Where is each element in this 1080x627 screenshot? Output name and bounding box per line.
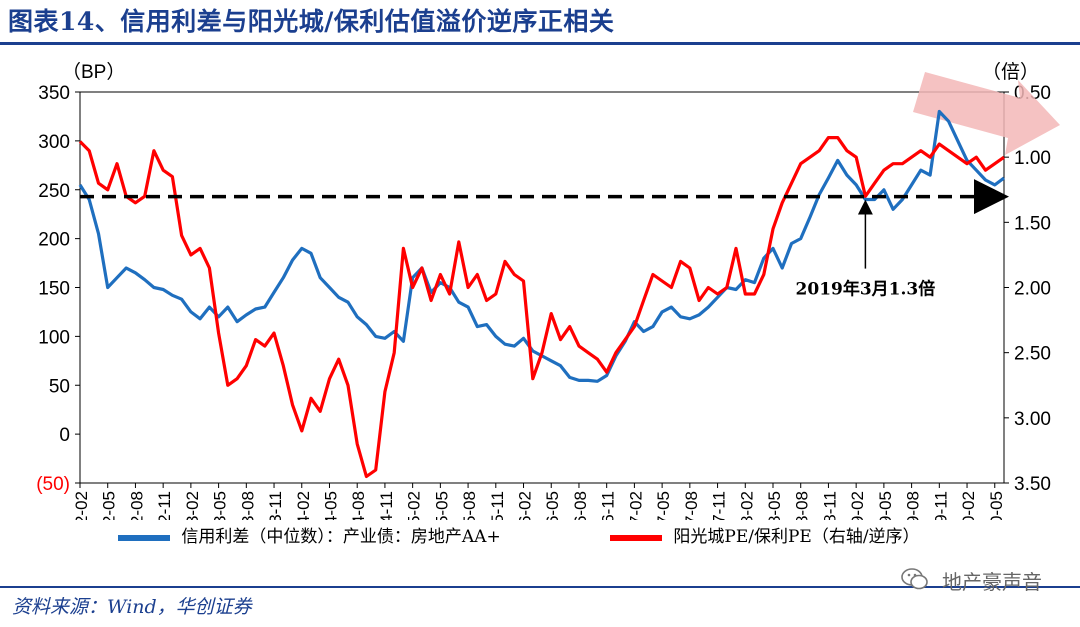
x-tick-label: 15-05: [432, 491, 451, 520]
x-tick-label: 12-05: [100, 491, 119, 520]
x-tick-label: 12-11: [155, 491, 174, 520]
legend-red-swatch: [610, 534, 662, 541]
x-tick-label: 16-08: [571, 491, 590, 520]
right-tick-label: 2.00: [1014, 279, 1051, 300]
left-tick-label: 350: [38, 83, 70, 104]
x-tick-label: 15-02: [405, 491, 424, 520]
x-tick-label: 18-05: [765, 491, 784, 520]
x-tick-label: 18-11: [820, 491, 839, 520]
left-tick-label: (50): [36, 474, 70, 495]
right-tick-label: 3.00: [1014, 409, 1051, 430]
x-tick-label: 19-11: [931, 491, 950, 520]
x-tick-label: 15-08: [460, 491, 479, 520]
right-tick-label: 1.50: [1014, 213, 1051, 234]
x-tick-label: 13-11: [266, 491, 285, 520]
series-line-pe-ratio: [78, 136, 1005, 479]
left-tick-label: 150: [38, 279, 70, 300]
title-divider: [0, 42, 1080, 45]
x-tick-label: 13-05: [211, 491, 230, 520]
left-axis-unit: （BP）: [62, 61, 125, 83]
legend-blue-label: 信用利差（中位数）：产业债：房地产AA+: [181, 527, 501, 547]
source-divider: [0, 586, 1080, 588]
legend-red-label: 阳光城PE/保利PE（右轴/逆序）: [673, 527, 920, 547]
x-tick-label: 12-08: [127, 491, 146, 520]
wechat-icon: [901, 568, 928, 590]
spread-vs-pe-chart: 350300250200150100500(50)（BP）0.501.001.5…: [36, 61, 1060, 520]
legend-blue-swatch: [118, 534, 170, 541]
right-axis-unit: （倍）: [982, 61, 1039, 83]
x-tick-label: 20-05: [987, 491, 1006, 520]
x-tick-label: 17-08: [682, 491, 701, 520]
x-tick-label: 18-08: [793, 491, 812, 520]
x-tick-label: 20-02: [959, 491, 978, 520]
x-tick-label: 17-11: [710, 491, 729, 520]
left-tick-label: 250: [38, 181, 70, 202]
page-title: 图表14、信用利差与阳光城/保利估值溢价逆序正相关: [8, 7, 615, 36]
x-tick-label: 14-08: [349, 491, 368, 520]
x-tick-label: 13-08: [238, 491, 257, 520]
x-tick-label: 15-11: [488, 491, 507, 520]
x-tick-label: 17-02: [626, 491, 645, 520]
left-tick-label: 50: [49, 376, 70, 397]
x-tick-label: 19-02: [848, 491, 867, 520]
x-tick-label: 16-02: [516, 491, 535, 520]
x-tick-label: 19-05: [876, 491, 895, 520]
right-tick-label: 2.50: [1014, 344, 1051, 365]
x-tick-label: 14-05: [321, 491, 340, 520]
right-tick-label: 1.00: [1014, 148, 1051, 169]
x-tick-label: 12-02: [72, 491, 91, 520]
x-tick-label: 13-02: [183, 491, 202, 520]
legend-red: 阳光城PE/保利PE（右轴/逆序）: [610, 522, 920, 547]
x-tick-label: 18-02: [737, 491, 756, 520]
x-tick-label: 16-05: [543, 491, 562, 520]
trend-arrow-decoration: [913, 72, 1060, 155]
x-tick-label: 19-08: [904, 491, 923, 520]
legend-blue: 信用利差（中位数）：产业债：房地产AA+: [118, 522, 501, 547]
left-tick-label: 100: [38, 327, 70, 348]
watermark-text: 地产豪声音: [942, 570, 1042, 594]
x-tick-label: 14-02: [294, 491, 313, 520]
x-tick-label: 17-05: [654, 491, 673, 520]
left-tick-label: 200: [38, 230, 70, 251]
left-tick-label: 300: [38, 132, 70, 153]
left-tick-label: 0: [59, 425, 70, 446]
source-note: 资料来源：Wind，华创证券: [12, 596, 252, 618]
x-tick-label: 16-11: [599, 491, 618, 520]
right-tick-label: 3.50: [1014, 474, 1051, 495]
x-tick-label: 14-11: [377, 491, 396, 520]
annotation-label: 2019年3月1.3倍: [796, 279, 936, 300]
